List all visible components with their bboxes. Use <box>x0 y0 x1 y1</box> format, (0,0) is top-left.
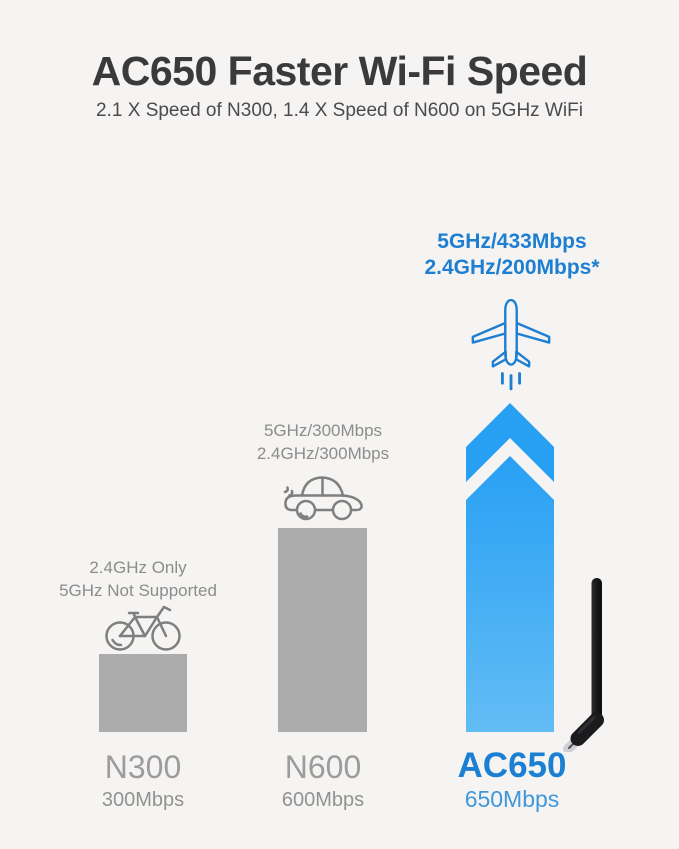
bar-n300 <box>99 654 187 732</box>
label-n300: N300 <box>104 749 182 785</box>
page-title: AC650 Faster Wi-Fi Speed <box>91 48 588 94</box>
annotation-n300: 2.4GHz Only 5GHz Not Supported <box>28 556 248 602</box>
label-n600: N600 <box>284 749 362 785</box>
sublabel-n300: 300Mbps <box>101 789 185 811</box>
annotation-n300-line2: 5GHz Not Supported <box>59 581 217 600</box>
bar-body <box>466 456 554 732</box>
label-ac650: AC650 <box>457 746 567 785</box>
column-label-n600: N600 600Mbps <box>241 750 405 812</box>
annotation-n600: 5GHz/300Mbps 2.4GHz/300Mbps <box>213 419 433 465</box>
adapter-antenna <box>591 578 602 719</box>
chevron-arrow <box>466 403 554 482</box>
annotation-n600-line2: 2.4GHz/300Mbps <box>256 444 390 463</box>
column-label-ac650: AC650 650Mbps <box>430 747 594 811</box>
car-icon <box>281 464 367 522</box>
annotation-ac650-line2: 2.4GHz/200Mbps* <box>424 256 600 279</box>
airplane-icon <box>469 297 553 391</box>
page-subtitle: 2.1 X Speed of N300, 1.4 X Speed of N600… <box>96 100 583 121</box>
usb-wifi-adapter-image <box>562 574 616 754</box>
annotation-ac650: 5GHz/433Mbps 2.4GHz/200Mbps* <box>402 229 622 281</box>
annotation-n600-line1: 5GHz/300Mbps <box>263 421 383 440</box>
bar-n600 <box>278 528 367 732</box>
annotation-ac650-line1: 5GHz/433Mbps <box>437 230 587 253</box>
sublabel-ac650: 650Mbps <box>464 786 560 812</box>
column-label-n300: N300 300Mbps <box>61 750 225 812</box>
sublabel-n600: 600Mbps <box>281 789 365 811</box>
annotation-n300-line1: 2.4GHz Only <box>89 558 187 577</box>
bar-ac650 <box>466 403 554 732</box>
adapter-body <box>570 712 604 746</box>
bicycle-icon <box>104 604 182 652</box>
